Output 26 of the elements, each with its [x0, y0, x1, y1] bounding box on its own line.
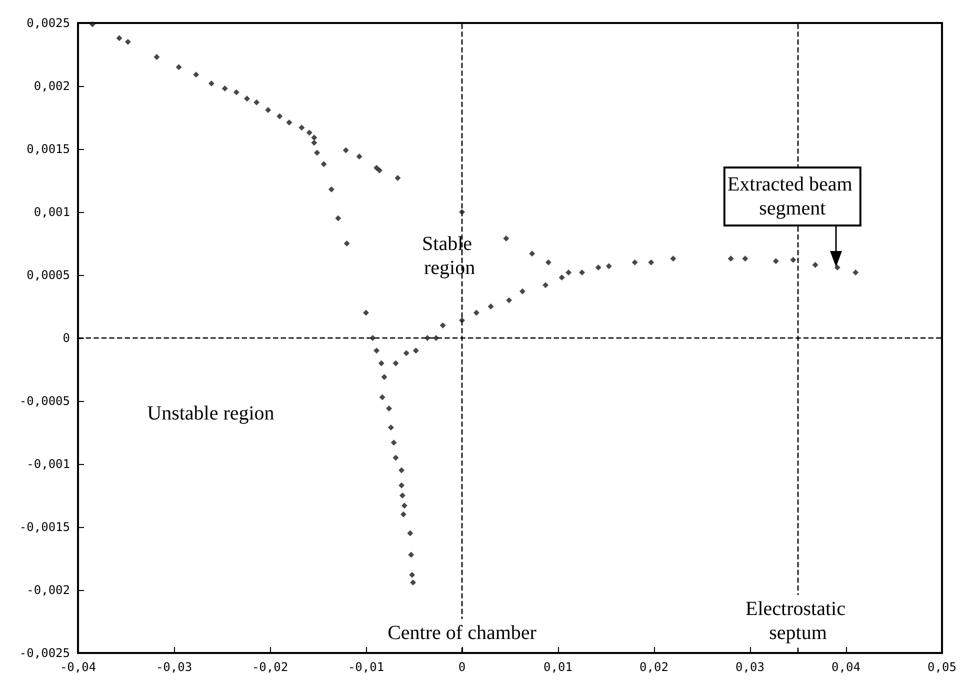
y-tick-label: 0,002 — [34, 79, 70, 93]
x-tick-label: 0,01 — [544, 660, 572, 674]
annotation: Unstable region — [147, 402, 274, 425]
x-tick-label: -0,01 — [348, 660, 384, 674]
annotation: Extracted beam segment — [727, 173, 858, 220]
y-tick-label: 0,0015 — [26, 142, 70, 156]
x-tick-label: 0,04 — [832, 660, 860, 674]
y-tick-label: -0,0025 — [19, 646, 70, 660]
x-tick-label: 0,05 — [928, 660, 956, 674]
y-tick-label: -0,0005 — [19, 394, 70, 408]
x-tick-label: 0,02 — [640, 660, 668, 674]
ref-line-label: Centre of chamber — [388, 622, 537, 644]
annotation: Stable region — [422, 233, 478, 280]
x-tick-label: -0,04 — [60, 660, 96, 674]
x-tick-label: -0,03 — [156, 660, 192, 674]
y-tick-label: 0,001 — [34, 205, 70, 219]
x-tick-label: -0,02 — [252, 660, 288, 674]
y-tick-label: 0,0005 — [26, 268, 70, 282]
y-tick-label: -0,0015 — [19, 520, 70, 534]
x-tick-label: 0,03 — [736, 660, 764, 674]
y-tick-label: 0 — [62, 331, 70, 345]
y-tick-label: -0,001 — [26, 457, 70, 471]
x-tick-label: 0 — [458, 660, 466, 674]
ref-line-label: Electrostatic septum — [746, 598, 850, 644]
y-tick-label: 0,0025 — [26, 16, 70, 30]
y-tick-label: -0,002 — [26, 583, 70, 597]
